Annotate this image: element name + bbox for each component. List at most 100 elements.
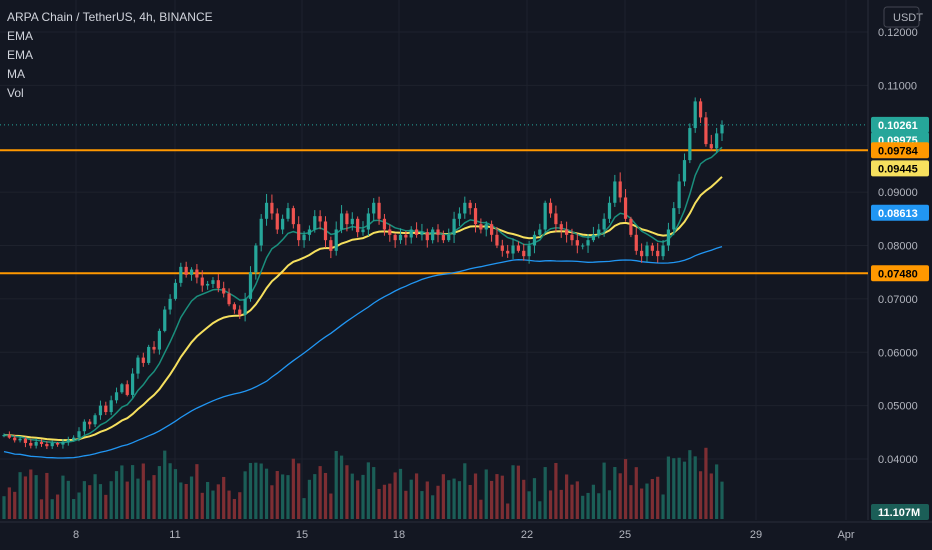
volume-bar bbox=[350, 473, 354, 519]
candle-body bbox=[291, 208, 295, 225]
candle-body bbox=[88, 421, 92, 425]
volume-bar bbox=[216, 484, 220, 519]
volume-bar bbox=[452, 478, 456, 519]
currency-box[interactable] bbox=[883, 6, 920, 28]
candle-body bbox=[61, 441, 65, 445]
volume-bar bbox=[93, 474, 97, 519]
price-tick-label: 0.04000 bbox=[878, 454, 918, 466]
volume-bar bbox=[104, 494, 108, 519]
time-tick-label: 15 bbox=[296, 529, 308, 541]
volume-bar bbox=[248, 462, 253, 519]
volume-bar bbox=[109, 481, 113, 519]
candle-body bbox=[173, 282, 178, 299]
candle-body bbox=[114, 392, 119, 401]
candle-body bbox=[66, 439, 70, 442]
time-tick-label: 22 bbox=[521, 529, 533, 541]
currency-label[interactable]: USDT bbox=[893, 12, 923, 24]
volume-bar bbox=[441, 474, 445, 519]
volume-bar bbox=[479, 499, 483, 519]
volume-bar bbox=[152, 475, 156, 519]
candle-body bbox=[506, 250, 510, 254]
volume-bar bbox=[318, 466, 322, 519]
candle-body bbox=[382, 218, 387, 230]
candle-body bbox=[618, 181, 622, 198]
candle-body bbox=[29, 442, 33, 446]
volume-bar bbox=[120, 465, 124, 519]
volume-bar bbox=[334, 450, 338, 519]
volume-bar bbox=[602, 462, 606, 519]
candle-body bbox=[350, 218, 354, 225]
volume-bar bbox=[206, 481, 210, 519]
volume-bar bbox=[693, 456, 697, 519]
candle-body bbox=[420, 232, 424, 235]
candle-body bbox=[441, 234, 445, 241]
price-tick-label: 0.11000 bbox=[878, 80, 917, 92]
volume-bar bbox=[591, 484, 596, 519]
volume-bar bbox=[484, 469, 488, 519]
volume-bar bbox=[409, 479, 413, 519]
candle-body bbox=[55, 442, 60, 445]
candle-body bbox=[447, 234, 451, 241]
candle-body bbox=[554, 213, 558, 225]
candle-body bbox=[602, 218, 606, 230]
legend-vol[interactable]: Vol bbox=[7, 86, 24, 100]
volume-bar bbox=[356, 480, 360, 519]
candle-body bbox=[125, 384, 129, 395]
volume-bar bbox=[61, 475, 65, 519]
horizontal-levels[interactable] bbox=[0, 149, 868, 275]
candle-body bbox=[50, 442, 54, 447]
candle-body bbox=[222, 288, 226, 294]
volume-bar bbox=[715, 464, 719, 519]
candle-body bbox=[645, 245, 649, 257]
volume-bar bbox=[431, 495, 435, 519]
volume-bar bbox=[709, 473, 713, 519]
legend-ema-2[interactable]: EMA bbox=[7, 48, 34, 62]
price-tag-background bbox=[871, 504, 929, 520]
candle-body bbox=[157, 330, 161, 350]
volume-bar bbox=[163, 450, 167, 519]
volume-bar bbox=[554, 463, 558, 519]
candle-body bbox=[281, 218, 285, 230]
candle-body bbox=[254, 245, 258, 273]
symbol-title[interactable]: ARPA Chain / TetherUS, 4h, BINANCE bbox=[7, 10, 213, 24]
volume-bar bbox=[607, 490, 612, 519]
candle-body bbox=[715, 133, 719, 149]
candle-body bbox=[206, 283, 210, 286]
candle-body bbox=[163, 309, 167, 331]
candle-body bbox=[130, 373, 135, 395]
volume-bar bbox=[82, 481, 86, 519]
candle-body bbox=[425, 232, 429, 241]
volume-bar bbox=[66, 480, 70, 519]
candle-body bbox=[227, 293, 231, 305]
volume-bar bbox=[55, 494, 60, 519]
volume-bar bbox=[532, 478, 537, 519]
volume-bar bbox=[130, 465, 135, 519]
candle-body bbox=[597, 229, 601, 235]
candle-body bbox=[307, 229, 312, 235]
volume-bar bbox=[39, 499, 44, 519]
time-tick-label: 18 bbox=[393, 529, 405, 541]
volume-bar bbox=[173, 469, 178, 519]
candle-body bbox=[650, 245, 654, 251]
volume-bar bbox=[264, 468, 269, 519]
price-tag-background bbox=[871, 142, 929, 159]
volume-bar bbox=[425, 481, 429, 519]
legend-ema-1[interactable]: EMA bbox=[7, 29, 34, 43]
volume-bar bbox=[629, 485, 633, 519]
candle-body bbox=[184, 266, 188, 275]
price-axis[interactable]: 0.12000 0.11000 0.09000 0.08000 0.07000 0.060… bbox=[878, 6, 923, 466]
legend-ma[interactable]: MA bbox=[7, 67, 25, 81]
candle-body bbox=[200, 277, 204, 286]
volume-bar bbox=[141, 463, 145, 519]
time-tick-label: 29 bbox=[750, 529, 762, 541]
volume-bar bbox=[372, 467, 376, 519]
candle-body bbox=[522, 250, 526, 257]
volume-bar bbox=[313, 474, 317, 519]
candle-body bbox=[361, 229, 365, 233]
time-axis[interactable]: 8 11 15 18 22 25 29 Apr bbox=[73, 529, 855, 541]
candle-body bbox=[500, 245, 504, 251]
volume-bar bbox=[168, 463, 172, 519]
volume-bar bbox=[661, 494, 665, 519]
